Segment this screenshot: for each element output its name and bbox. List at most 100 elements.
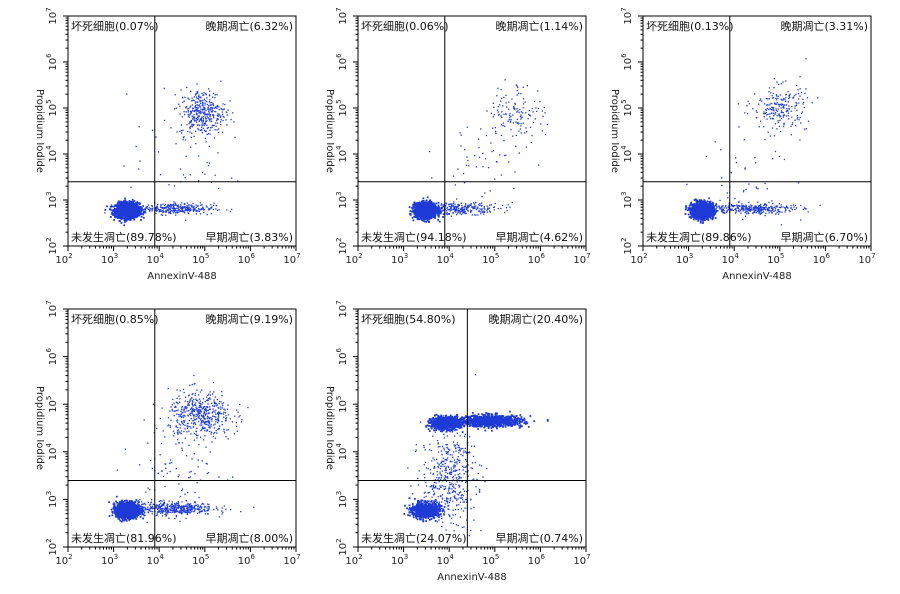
data-point bbox=[198, 180, 200, 182]
data-point bbox=[230, 118, 232, 121]
data-point bbox=[430, 205, 433, 208]
data-point bbox=[473, 205, 475, 207]
x-tick-label: 104 bbox=[437, 252, 455, 266]
data-point bbox=[206, 161, 208, 164]
data-point bbox=[113, 209, 116, 211]
data-point bbox=[417, 205, 419, 208]
data-point bbox=[200, 108, 202, 110]
data-point bbox=[225, 111, 228, 113]
data-point bbox=[411, 210, 413, 213]
data-point bbox=[715, 203, 718, 205]
data-point bbox=[516, 111, 518, 113]
data-point bbox=[139, 203, 141, 205]
data-point bbox=[200, 208, 202, 211]
data-point bbox=[501, 111, 503, 113]
data-point bbox=[212, 105, 214, 107]
data-point bbox=[164, 203, 167, 206]
data-point bbox=[145, 206, 148, 208]
data-point bbox=[495, 132, 497, 134]
data-point bbox=[121, 201, 124, 204]
data-point bbox=[216, 122, 219, 124]
data-point bbox=[135, 204, 138, 206]
data-point bbox=[212, 107, 214, 109]
data-point bbox=[130, 214, 133, 217]
data-point bbox=[167, 206, 169, 208]
data-point bbox=[198, 120, 200, 122]
data-point bbox=[129, 203, 132, 206]
data-point bbox=[132, 209, 135, 212]
data-point bbox=[217, 152, 219, 154]
data-point bbox=[198, 94, 200, 96]
data-point bbox=[431, 216, 434, 218]
data-point bbox=[170, 204, 172, 207]
data-point bbox=[508, 161, 510, 163]
data-point bbox=[183, 111, 185, 113]
data-point bbox=[439, 211, 441, 213]
data-point bbox=[419, 208, 422, 211]
data-point bbox=[136, 213, 139, 216]
data-point bbox=[201, 204, 203, 206]
data-point bbox=[126, 209, 129, 212]
data-point bbox=[416, 206, 418, 209]
data-point bbox=[114, 216, 116, 218]
data-point bbox=[116, 203, 119, 206]
data-point bbox=[171, 204, 173, 206]
data-point bbox=[536, 110, 538, 112]
data-point bbox=[445, 204, 447, 207]
data-point bbox=[125, 212, 127, 214]
data-point bbox=[201, 206, 204, 208]
data-point bbox=[437, 209, 440, 211]
data-point bbox=[216, 129, 218, 131]
data-point bbox=[179, 168, 182, 170]
data-point bbox=[500, 115, 502, 117]
data-point bbox=[480, 128, 482, 130]
data-point bbox=[170, 210, 173, 212]
data-point bbox=[151, 207, 153, 210]
data-point bbox=[136, 206, 138, 208]
data-point bbox=[495, 130, 497, 132]
data-point bbox=[518, 152, 520, 154]
data-point bbox=[163, 207, 165, 209]
data-point bbox=[491, 150, 493, 153]
data-point bbox=[440, 211, 442, 213]
data-point bbox=[181, 132, 183, 134]
data-point bbox=[201, 105, 203, 107]
data-point bbox=[212, 109, 214, 112]
data-point bbox=[192, 206, 194, 208]
data-point bbox=[166, 205, 169, 207]
data-point bbox=[189, 127, 191, 129]
data-point bbox=[422, 202, 424, 205]
data-point bbox=[172, 203, 175, 205]
data-point bbox=[463, 211, 466, 213]
data-point bbox=[440, 203, 443, 205]
data-point bbox=[117, 212, 120, 215]
data-point bbox=[438, 214, 440, 216]
data-point bbox=[205, 141, 207, 143]
data-point bbox=[139, 213, 142, 216]
data-point bbox=[162, 212, 164, 214]
data-point bbox=[142, 213, 144, 215]
data-point bbox=[464, 149, 466, 151]
quadrant-label-viable: 未发生凋亡(89.78%) bbox=[71, 230, 177, 244]
data-point bbox=[211, 110, 213, 112]
data-point bbox=[692, 215, 695, 217]
data-point bbox=[420, 204, 423, 207]
data-point bbox=[172, 212, 175, 214]
data-point bbox=[157, 151, 160, 153]
data-point bbox=[526, 131, 528, 133]
data-point bbox=[461, 211, 463, 213]
data-point bbox=[711, 218, 714, 221]
data-point bbox=[538, 164, 540, 166]
data-point bbox=[199, 129, 202, 132]
data-point bbox=[202, 94, 204, 96]
data-point bbox=[499, 154, 501, 156]
data-point bbox=[496, 109, 499, 111]
data-point bbox=[202, 208, 204, 210]
data-point bbox=[422, 219, 425, 222]
data-point bbox=[214, 110, 216, 113]
data-point bbox=[214, 97, 216, 99]
data-point bbox=[422, 204, 424, 206]
data-point bbox=[123, 212, 126, 215]
data-point bbox=[525, 127, 527, 129]
data-point bbox=[201, 122, 204, 124]
